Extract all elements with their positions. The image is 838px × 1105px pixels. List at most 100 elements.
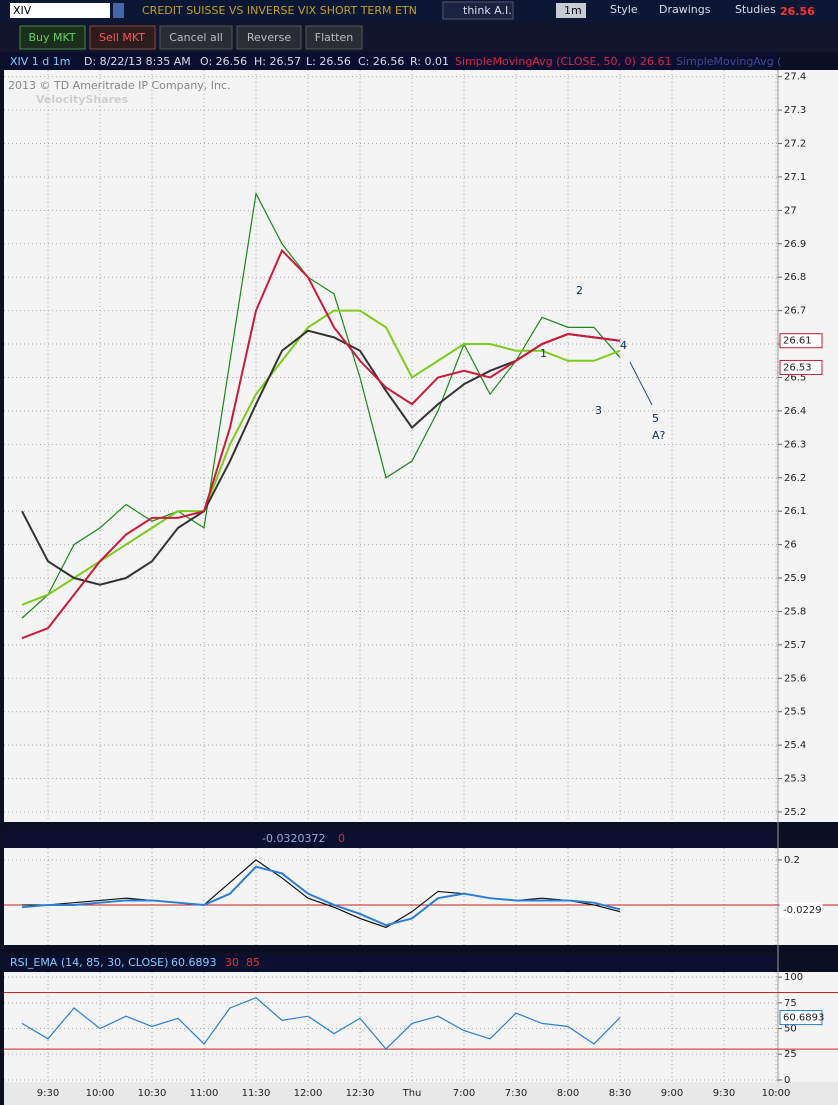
rsi-title: RSI_EMA (14, 85, 30, CLOSE) xyxy=(10,956,168,969)
rsi-value: 60.6893 xyxy=(171,956,217,969)
btn-1m[interactable] xyxy=(556,3,586,18)
header-range: R: 0.01 xyxy=(410,55,449,68)
x-tick-label: 7:30 xyxy=(505,1088,527,1099)
buy-btn[interactable] xyxy=(19,25,86,50)
annotation: 2 xyxy=(576,284,583,297)
header-sma: SimpleMovingAvg (CLOSE, 50, 0) xyxy=(455,55,636,68)
series-line xyxy=(21,865,621,927)
osc-value: -0.0320372 xyxy=(262,832,325,845)
y-tick-label: 25.8 xyxy=(784,606,806,617)
toolbar xyxy=(0,0,838,22)
rsi-panel xyxy=(4,972,838,1082)
x-tick-label: 12:30 xyxy=(346,1088,375,1099)
watermark-copyright: 2013 © TD Ameritrade IP Company, Inc. xyxy=(8,79,231,92)
x-tick-label: 9:30 xyxy=(37,1088,59,1099)
y-tick-label: 25.4 xyxy=(784,740,806,751)
symbol[interactable]: XIV xyxy=(13,4,32,17)
price-panel xyxy=(4,70,838,822)
series-line xyxy=(21,309,621,606)
header-date: D: 8/22/13 8:35 AM xyxy=(84,55,191,68)
x-tick-label: 11:00 xyxy=(190,1088,219,1099)
btn-1m-label[interactable]: 1m xyxy=(564,4,582,17)
y-tick-label: 100 xyxy=(784,972,803,983)
wave-arrow xyxy=(629,361,653,406)
reverse-label[interactable]: Reverse xyxy=(247,31,291,44)
price-marker xyxy=(779,902,823,918)
cancel-btn[interactable] xyxy=(159,25,233,50)
header-close: C: 26.56 xyxy=(358,55,404,68)
last-price: 26.56 xyxy=(780,5,815,18)
y-tick-label: 0 xyxy=(784,1075,790,1086)
buy-label[interactable]: Buy MKT xyxy=(28,31,75,44)
y-tick-label: 25 xyxy=(784,1049,797,1060)
y-tick-label: 27.3 xyxy=(784,105,806,116)
btn-think[interactable] xyxy=(442,1,514,20)
x-tick-label: 8:30 xyxy=(609,1088,631,1099)
y-tick-label: 26.5 xyxy=(784,372,806,383)
cancel-label[interactable]: Cancel all xyxy=(169,31,223,44)
annotation: 3 xyxy=(595,404,602,417)
y-tick-label: 27.2 xyxy=(784,139,806,150)
annotation: 4 xyxy=(620,339,627,352)
flatten-label[interactable]: Flatten xyxy=(315,31,354,44)
header-sma2: SimpleMovingAvg ( xyxy=(676,55,781,68)
price-marker-label: -0.0229 xyxy=(783,905,822,916)
x-tick-label: 11:30 xyxy=(242,1088,271,1099)
y-tick-label: 25.9 xyxy=(784,573,806,584)
y-tick-label: 25.5 xyxy=(784,707,806,718)
y-tick-label: 26.7 xyxy=(784,306,806,317)
y-tick-label: 50 xyxy=(784,1024,797,1035)
y-tick-label: 27.1 xyxy=(784,172,806,183)
sell-btn[interactable] xyxy=(89,25,156,50)
y-tick-label: 26 xyxy=(784,540,797,551)
series-line xyxy=(21,248,621,640)
y-tick-label: 0.2 xyxy=(784,855,800,866)
series-line xyxy=(21,997,621,1050)
x-tick-label: 9:30 xyxy=(713,1088,735,1099)
y-tick-label: 25.2 xyxy=(784,807,806,818)
x-tick-label: 7:00 xyxy=(453,1088,475,1099)
osc-zero: 0 xyxy=(338,832,345,845)
btn-drawings[interactable]: Drawings xyxy=(659,3,711,16)
y-tick-label: 25.6 xyxy=(784,673,806,684)
symbol-box[interactable] xyxy=(10,3,110,18)
y-tick-label: 26.3 xyxy=(784,439,806,450)
y-tick-label: 25.3 xyxy=(784,774,806,785)
header-low: L: 26.56 xyxy=(306,55,351,68)
btn-studies[interactable]: Studies xyxy=(735,3,776,16)
x-tick-label: 8:00 xyxy=(557,1088,579,1099)
x-tick-label: 12:00 xyxy=(294,1088,323,1099)
flatten-btn[interactable] xyxy=(305,25,363,50)
dropdown[interactable] xyxy=(113,3,124,18)
price-marker-label: 26.53 xyxy=(783,362,812,373)
rsi-high: 85 xyxy=(246,956,260,969)
btn-think-label[interactable]: think A.I. xyxy=(463,4,512,17)
y-tick-label: 26.2 xyxy=(784,473,806,484)
price-marker xyxy=(779,1010,823,1026)
y-tick-label: 27 xyxy=(784,205,797,216)
time-axis xyxy=(4,1082,838,1105)
reverse-btn[interactable] xyxy=(236,25,302,50)
rsi-low: 30 xyxy=(225,956,239,969)
y-tick-label: 26.1 xyxy=(784,506,806,517)
header-symbol: XIV 1 d 1m xyxy=(10,55,71,68)
price-marker-label: 26.61 xyxy=(783,336,812,347)
btn-style[interactable]: Style xyxy=(610,3,638,16)
header-open: O: 26.56 xyxy=(200,55,247,68)
header-sma-value: 26.61 xyxy=(640,55,672,68)
y-tick-label: 26.4 xyxy=(784,406,806,417)
y-tick-label: 26.9 xyxy=(784,239,806,250)
price-marker xyxy=(779,359,823,375)
y-tick-label: 26.8 xyxy=(784,272,806,283)
y-tick-label: 25.7 xyxy=(784,640,806,651)
sell-label[interactable]: Sell MKT xyxy=(99,31,145,44)
x-tick-label: 9:00 xyxy=(661,1088,683,1099)
osc-panel xyxy=(4,848,838,945)
series-line xyxy=(21,191,621,619)
rsi-header xyxy=(4,955,778,972)
description: CREDIT SUISSE VS INVERSE VIX SHORT TERM … xyxy=(142,4,417,17)
annotation: A? xyxy=(652,429,666,442)
osc-header xyxy=(4,830,778,848)
x-tick-label: 10:00 xyxy=(86,1088,115,1099)
